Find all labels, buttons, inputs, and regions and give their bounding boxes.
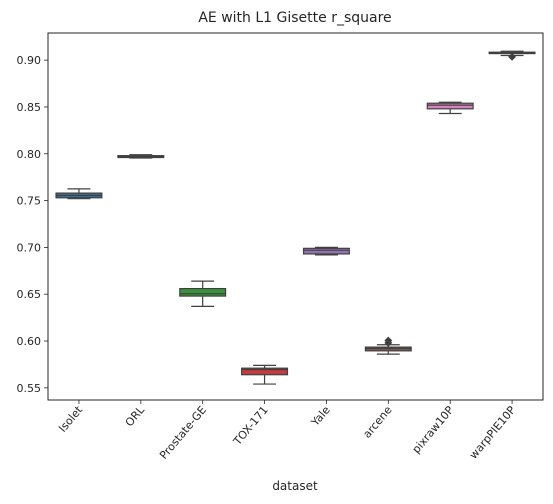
- x-tick-label-warppie10p: warpPIE10P: [467, 403, 519, 461]
- y-tick-label: 0.90: [17, 54, 42, 67]
- x-tick-label-prostate-ge: Prostate-GE: [157, 404, 209, 462]
- plot-area: 0.55 0.60 0.65 0.70 0.75 0.80 0.85 0.90 Isolet OR…: [17, 32, 544, 462]
- x-tick-label-tox-171: TOX-171: [230, 404, 271, 449]
- box-group-orl: [117, 154, 165, 159]
- box-group-yale: [302, 246, 350, 256]
- box-group-isolet: [55, 188, 103, 200]
- y-tick-label: 0.65: [17, 288, 42, 301]
- box-group-prostate-ge: [179, 280, 227, 307]
- x-tick-label-isolet: Isolet: [56, 403, 86, 435]
- y-tick-label: 0.75: [17, 195, 42, 208]
- iqr-box: [179, 287, 227, 297]
- iqr-box: [302, 247, 350, 255]
- box-group-arcene: [364, 336, 412, 355]
- x-tick-label-orl: ORL: [123, 403, 148, 429]
- plot-frame: [47, 32, 544, 401]
- outlier-point: [384, 336, 393, 345]
- x-tick-label-yale: Yale: [308, 403, 333, 429]
- y-tick-label: 0.60: [17, 335, 42, 348]
- box-group-warppie10p: [488, 50, 536, 61]
- box-group-tox-171: [241, 364, 289, 385]
- y-tick-label: 0.70: [17, 241, 42, 254]
- x-tick-label-pixraw10p: pixraw10P: [410, 403, 457, 456]
- outlier-point: [508, 52, 516, 61]
- iqr-box: [426, 102, 474, 110]
- chart-title: AE with L1 Gisette r_square: [198, 10, 391, 26]
- y-tick-label: 0.55: [17, 382, 42, 395]
- y-tick-label: 0.85: [17, 101, 42, 114]
- box-group-pixraw10p: [426, 101, 474, 115]
- x-axis-label: dataset: [272, 479, 318, 493]
- y-tick-label: 0.80: [17, 148, 42, 161]
- iqr-box: [241, 367, 289, 376]
- x-tick-label-arcene: arcene: [360, 403, 394, 440]
